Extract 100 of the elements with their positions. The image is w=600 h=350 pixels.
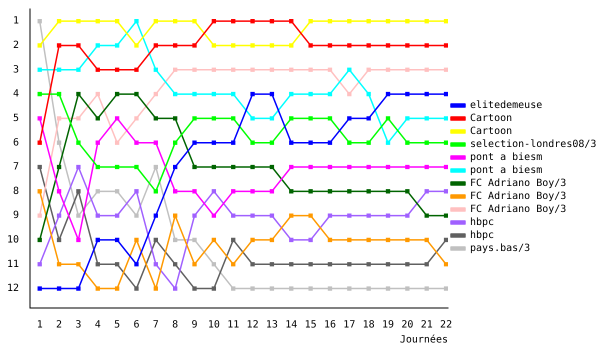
x-tick-label: 4 xyxy=(94,320,101,331)
point xyxy=(308,213,313,218)
point xyxy=(154,140,158,145)
point xyxy=(154,164,158,170)
point xyxy=(134,213,139,218)
point xyxy=(444,262,448,266)
x-tick-label: 21 xyxy=(420,320,433,331)
point xyxy=(154,262,158,266)
point xyxy=(134,18,139,24)
point xyxy=(424,68,429,72)
point xyxy=(386,140,390,145)
point xyxy=(173,189,178,194)
point xyxy=(114,43,120,48)
x-tick-label: 6 xyxy=(133,320,140,331)
point xyxy=(76,92,81,96)
point xyxy=(154,43,158,48)
point xyxy=(38,68,42,72)
point xyxy=(405,262,410,266)
point xyxy=(76,213,81,218)
point xyxy=(366,68,371,72)
point xyxy=(231,189,236,194)
point xyxy=(308,164,313,170)
point xyxy=(38,262,42,266)
point xyxy=(212,43,216,48)
point xyxy=(328,116,332,121)
point xyxy=(192,68,197,72)
point xyxy=(424,286,429,291)
point xyxy=(386,262,390,266)
point xyxy=(173,238,178,242)
point xyxy=(231,18,236,24)
point xyxy=(366,213,371,218)
point xyxy=(347,189,352,194)
point xyxy=(38,286,42,291)
point xyxy=(444,116,448,121)
point xyxy=(270,238,274,242)
point xyxy=(192,189,197,194)
point xyxy=(405,238,410,242)
point xyxy=(250,238,255,242)
point xyxy=(96,140,100,145)
point xyxy=(424,43,429,48)
point xyxy=(212,164,216,170)
point xyxy=(114,286,120,291)
point xyxy=(212,189,216,194)
point xyxy=(405,43,410,48)
x-tick-label: 5 xyxy=(114,320,120,331)
point xyxy=(134,68,139,72)
point xyxy=(250,116,255,121)
point xyxy=(134,92,139,96)
point xyxy=(270,213,274,218)
point xyxy=(173,262,178,266)
point xyxy=(114,262,120,266)
point xyxy=(328,286,332,291)
point xyxy=(212,286,216,291)
point xyxy=(366,262,371,266)
point xyxy=(96,189,100,194)
point xyxy=(250,213,255,218)
point xyxy=(56,43,62,48)
point xyxy=(328,140,332,145)
point xyxy=(308,116,313,121)
point xyxy=(289,92,294,96)
point xyxy=(76,286,81,291)
point xyxy=(96,116,100,121)
point xyxy=(366,140,371,145)
point xyxy=(134,189,139,194)
point xyxy=(347,238,352,242)
point xyxy=(250,189,255,194)
point xyxy=(231,68,236,72)
point xyxy=(231,238,236,242)
x-tick-label: 11 xyxy=(227,320,240,331)
point xyxy=(444,286,448,291)
point xyxy=(192,92,197,96)
point xyxy=(444,43,448,48)
point xyxy=(270,68,274,72)
y-tick-label: 12 xyxy=(6,283,20,294)
point xyxy=(38,18,42,24)
point xyxy=(424,164,429,170)
point xyxy=(76,116,81,121)
point xyxy=(444,164,448,170)
point xyxy=(424,92,429,96)
point xyxy=(270,262,274,266)
point xyxy=(405,164,410,170)
point xyxy=(444,68,448,72)
point xyxy=(76,238,81,242)
point xyxy=(56,164,62,170)
point xyxy=(405,18,410,24)
point xyxy=(173,43,178,48)
point xyxy=(347,116,352,121)
point xyxy=(308,189,313,194)
point xyxy=(114,92,120,96)
point xyxy=(134,286,139,291)
point xyxy=(154,286,158,291)
point xyxy=(134,116,139,121)
legend-label: pont a biesm xyxy=(470,165,542,176)
point xyxy=(231,116,236,121)
point xyxy=(173,213,178,218)
point xyxy=(76,68,81,72)
x-tick-label: 10 xyxy=(208,320,220,331)
point xyxy=(308,140,313,145)
legend-label: hbpc xyxy=(470,230,494,242)
point xyxy=(114,140,120,145)
